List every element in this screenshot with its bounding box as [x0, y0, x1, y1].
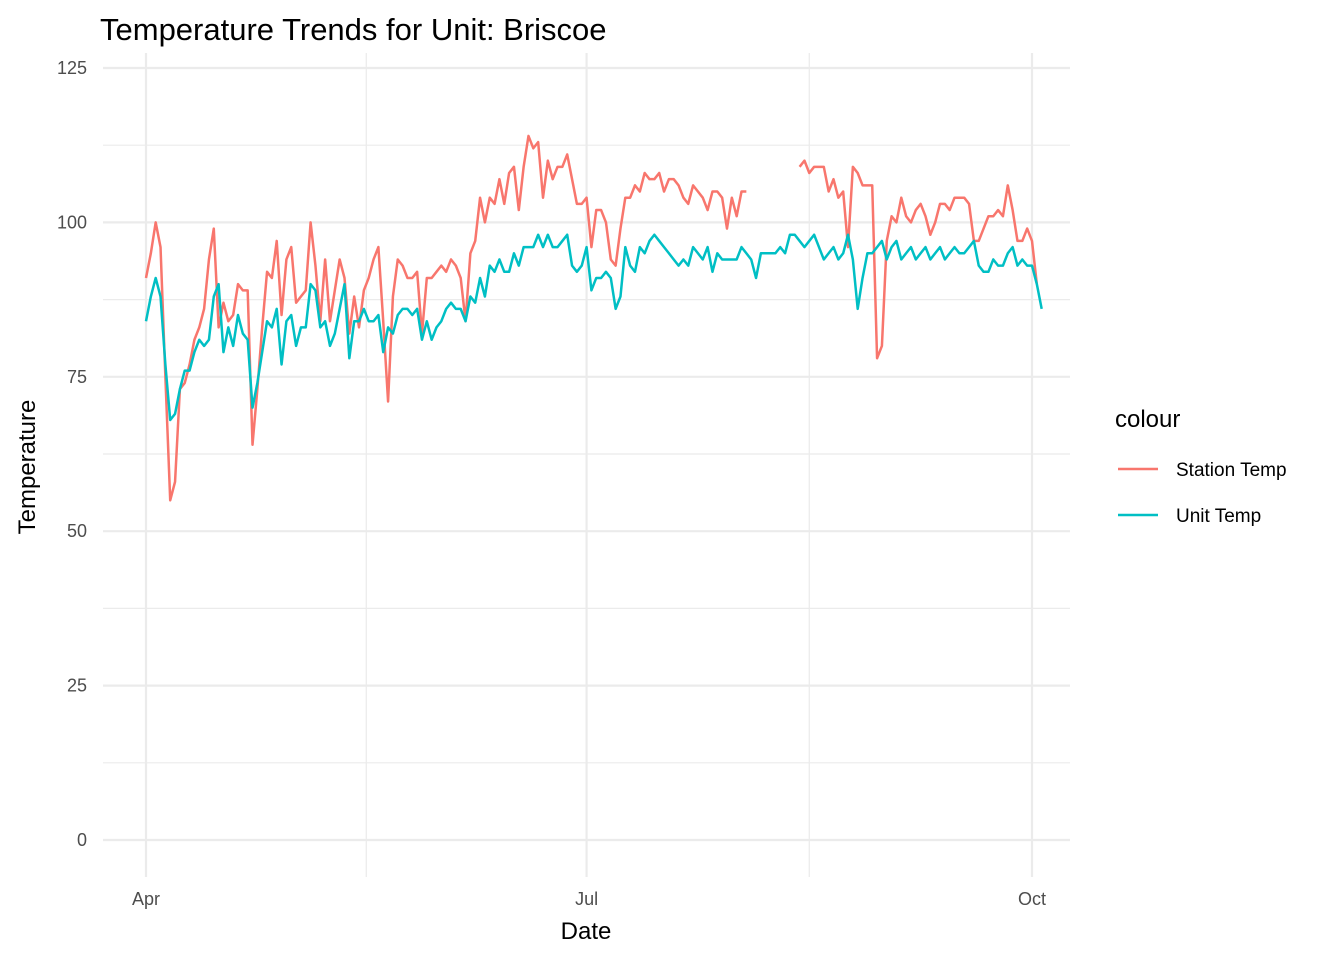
legend: colour Station Temp Unit Temp	[1115, 406, 1287, 527]
y-tick-label: 125	[57, 58, 87, 78]
y-tick-label: 75	[67, 367, 87, 387]
grid	[103, 53, 1070, 877]
x-tick-label: Oct	[1018, 889, 1046, 909]
x-axis-ticks: Apr Jul Oct	[132, 889, 1046, 909]
y-tick-label: 25	[67, 676, 87, 696]
y-axis-ticks: 0 25 50 75 100 125	[57, 58, 87, 850]
series-line	[144, 233, 1043, 422]
legend-items: Station Temp Unit Temp	[1118, 460, 1287, 527]
y-tick-label: 50	[67, 521, 87, 541]
legend-label: Station Temp	[1176, 460, 1287, 481]
x-tick-label: Jul	[575, 889, 598, 909]
legend-label: Unit Temp	[1176, 506, 1261, 527]
series-line	[144, 134, 1039, 502]
y-tick-label: 0	[77, 830, 87, 850]
legend-title: colour	[1115, 406, 1180, 433]
y-axis-title: Temperature	[14, 400, 41, 535]
x-axis-title: Date	[561, 918, 612, 945]
x-tick-label: Apr	[132, 889, 160, 909]
y-tick-label: 100	[57, 212, 87, 232]
chart-title: Temperature Trends for Unit: Briscoe	[100, 12, 607, 47]
series-lines	[144, 134, 1043, 502]
